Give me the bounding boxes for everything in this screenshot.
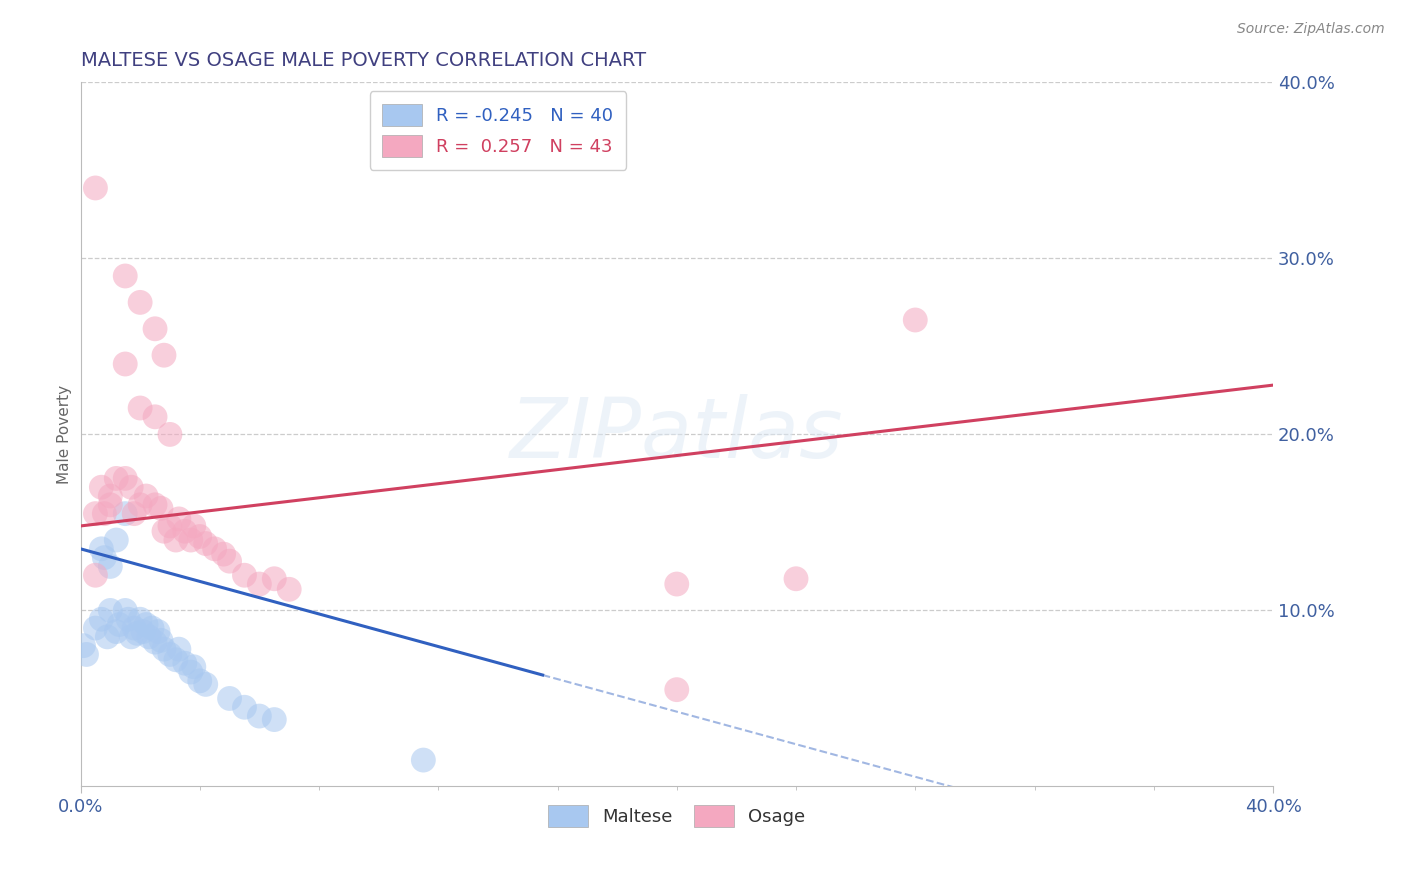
Point: [194, 536, 217, 550]
Point: [90, 612, 112, 626]
Point: [72, 639, 94, 653]
Point: [93, 507, 115, 521]
Point: [173, 524, 195, 539]
Point: [904, 313, 927, 327]
Point: [159, 427, 181, 442]
Point: [114, 357, 136, 371]
Point: [263, 713, 285, 727]
Point: [218, 554, 240, 568]
Point: [159, 648, 181, 662]
Point: [204, 541, 226, 556]
Point: [129, 295, 152, 310]
Point: [98, 498, 121, 512]
Point: [665, 682, 688, 697]
Point: [96, 630, 118, 644]
Point: [138, 630, 160, 644]
Point: [108, 617, 131, 632]
Point: [135, 489, 157, 503]
Point: [233, 700, 256, 714]
Point: [117, 612, 139, 626]
Point: [146, 624, 169, 639]
Point: [105, 471, 128, 485]
Point: [183, 660, 205, 674]
Point: [98, 603, 121, 617]
Point: [143, 498, 166, 512]
Point: [120, 630, 142, 644]
Point: [90, 541, 112, 556]
Point: [665, 577, 688, 591]
Point: [165, 533, 187, 547]
Point: [183, 519, 205, 533]
Point: [114, 268, 136, 283]
Point: [129, 401, 152, 415]
Point: [167, 642, 190, 657]
Point: [180, 533, 202, 547]
Point: [785, 572, 807, 586]
Point: [212, 547, 235, 561]
Point: [150, 633, 173, 648]
Point: [135, 617, 157, 632]
Point: [143, 635, 166, 649]
Point: [218, 691, 240, 706]
Point: [188, 529, 211, 543]
Point: [129, 612, 152, 626]
Point: [141, 621, 163, 635]
Point: [76, 648, 98, 662]
Point: [233, 568, 256, 582]
Point: [90, 480, 112, 494]
Point: [129, 498, 152, 512]
Point: [188, 673, 211, 688]
Point: [247, 709, 270, 723]
Point: [173, 657, 195, 671]
Point: [247, 577, 270, 591]
Text: ZIPatlas: ZIPatlas: [510, 394, 844, 475]
Point: [150, 501, 173, 516]
Point: [120, 480, 142, 494]
Point: [167, 512, 190, 526]
Point: [114, 507, 136, 521]
Point: [143, 409, 166, 424]
Point: [122, 507, 145, 521]
Point: [180, 665, 202, 679]
Point: [84, 621, 107, 635]
Point: [153, 348, 176, 362]
Point: [412, 753, 434, 767]
Point: [143, 322, 166, 336]
Point: [153, 524, 176, 539]
Y-axis label: Male Poverty: Male Poverty: [58, 384, 72, 484]
Point: [84, 507, 107, 521]
Legend: Maltese, Osage: Maltese, Osage: [541, 797, 813, 834]
Text: MALTESE VS OSAGE MALE POVERTY CORRELATION CHART: MALTESE VS OSAGE MALE POVERTY CORRELATIO…: [80, 51, 645, 70]
Point: [122, 621, 145, 635]
Point: [98, 489, 121, 503]
Point: [93, 550, 115, 565]
Point: [194, 677, 217, 691]
Point: [105, 533, 128, 547]
Point: [165, 653, 187, 667]
Point: [263, 572, 285, 586]
Point: [105, 624, 128, 639]
Point: [153, 642, 176, 657]
Point: [84, 568, 107, 582]
Point: [132, 624, 155, 639]
Point: [84, 181, 107, 195]
Point: [114, 603, 136, 617]
Text: Source: ZipAtlas.com: Source: ZipAtlas.com: [1237, 22, 1385, 37]
Point: [278, 582, 301, 597]
Point: [127, 626, 149, 640]
Point: [114, 471, 136, 485]
Point: [98, 559, 121, 574]
Point: [159, 519, 181, 533]
